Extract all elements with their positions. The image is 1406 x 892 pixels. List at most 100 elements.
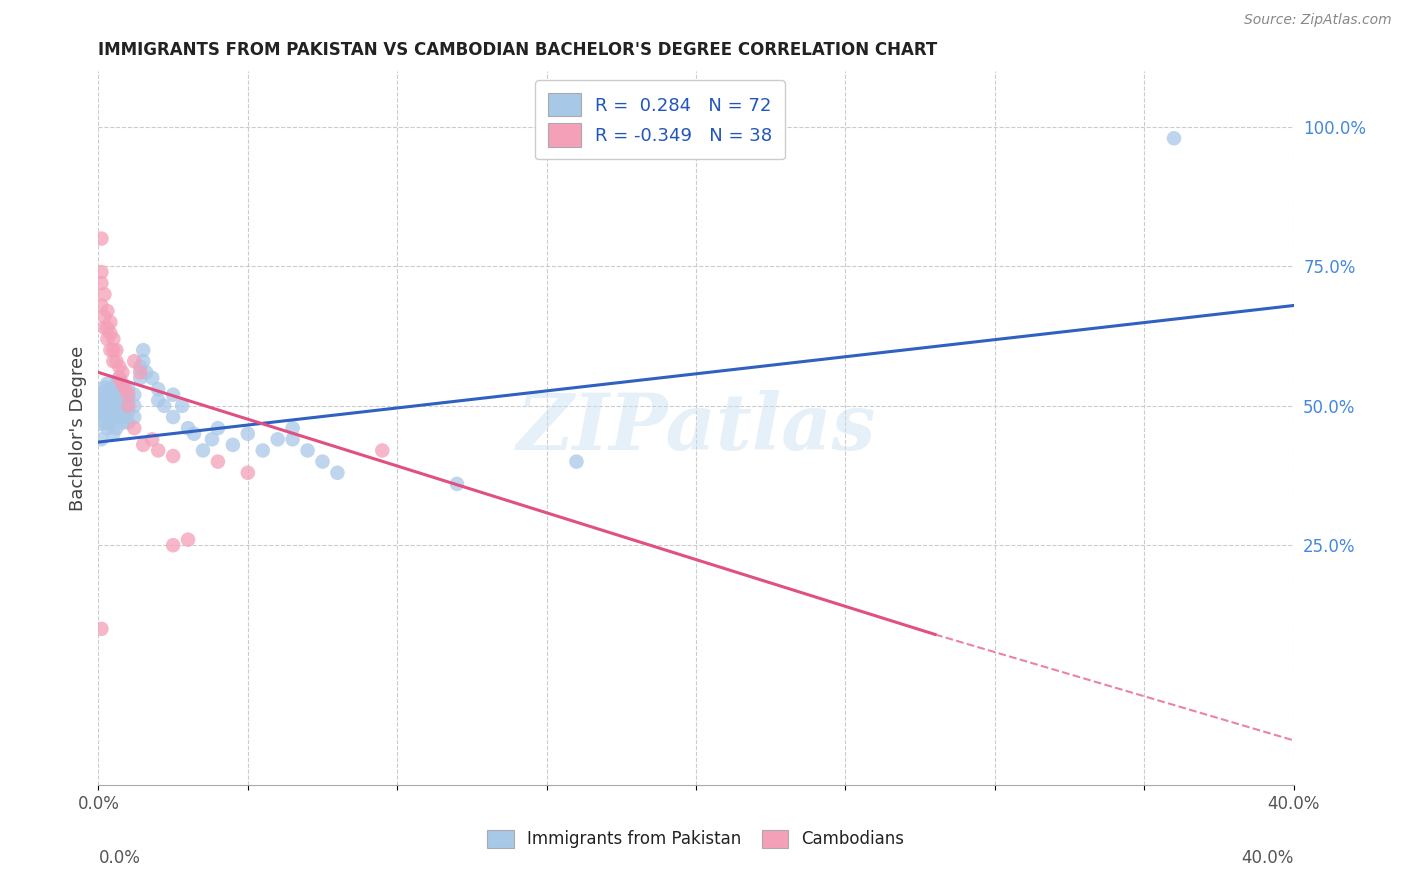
Point	[236, 466, 259, 480]
Point	[108, 387, 131, 401]
Point	[98, 326, 122, 341]
Point	[103, 343, 125, 358]
Point	[93, 320, 115, 334]
Point	[141, 433, 163, 447]
Point	[281, 421, 304, 435]
Point	[129, 371, 152, 385]
Point	[207, 421, 229, 435]
Point	[124, 421, 146, 435]
Point	[96, 387, 118, 401]
Point	[114, 387, 136, 401]
Point	[148, 382, 170, 396]
Point	[108, 410, 131, 425]
Point	[105, 376, 128, 391]
Point	[90, 410, 112, 425]
Y-axis label: Bachelor's Degree: Bachelor's Degree	[69, 345, 87, 511]
Point	[183, 426, 205, 441]
Point	[132, 438, 155, 452]
Point	[114, 410, 136, 425]
Point	[103, 354, 125, 368]
Point	[96, 320, 118, 334]
Point	[105, 343, 128, 358]
Point	[103, 399, 125, 413]
Text: ZIPatlas: ZIPatlas	[516, 390, 876, 467]
Point	[96, 399, 118, 413]
Point	[98, 382, 122, 396]
Point	[103, 426, 125, 441]
Point	[111, 376, 134, 391]
Point	[177, 533, 200, 547]
Point	[93, 310, 115, 324]
Point	[98, 343, 122, 358]
Point	[90, 232, 112, 246]
Point	[135, 366, 157, 380]
Point	[252, 443, 274, 458]
Point	[117, 416, 139, 430]
Text: 40.0%: 40.0%	[1241, 849, 1294, 867]
Point	[114, 382, 136, 396]
Point	[90, 622, 112, 636]
Point	[124, 387, 146, 401]
Point	[162, 410, 184, 425]
Point	[111, 382, 134, 396]
Point	[90, 298, 112, 313]
Point	[96, 332, 118, 346]
Point	[90, 399, 112, 413]
Point	[111, 416, 134, 430]
Point	[148, 443, 170, 458]
Point	[111, 366, 134, 380]
Point	[222, 438, 245, 452]
Point	[93, 404, 115, 418]
Point	[281, 433, 304, 447]
Point	[98, 416, 122, 430]
Point	[162, 538, 184, 552]
Point	[446, 476, 468, 491]
Point	[93, 393, 115, 408]
Point	[105, 421, 128, 435]
Point	[162, 449, 184, 463]
Point	[96, 304, 118, 318]
Point	[108, 359, 131, 374]
Text: 0.0%: 0.0%	[98, 849, 141, 867]
Point	[105, 354, 128, 368]
Point	[117, 393, 139, 408]
Point	[93, 382, 115, 396]
Point	[565, 455, 588, 469]
Point	[117, 387, 139, 401]
Point	[148, 393, 170, 408]
Point	[129, 359, 152, 374]
Point	[103, 410, 125, 425]
Point	[93, 287, 115, 301]
Point	[153, 399, 176, 413]
Point	[132, 343, 155, 358]
Point	[129, 366, 152, 380]
Point	[96, 376, 118, 391]
Point	[90, 433, 112, 447]
Point	[191, 443, 214, 458]
Text: IMMIGRANTS FROM PAKISTAN VS CAMBODIAN BACHELOR'S DEGREE CORRELATION CHART: IMMIGRANTS FROM PAKISTAN VS CAMBODIAN BA…	[98, 41, 938, 59]
Point	[117, 382, 139, 396]
Point	[124, 410, 146, 425]
Point	[326, 466, 349, 480]
Point	[98, 315, 122, 329]
Point	[98, 404, 122, 418]
Point	[108, 371, 131, 385]
Point	[90, 265, 112, 279]
Point	[117, 404, 139, 418]
Point	[236, 426, 259, 441]
Point	[267, 433, 290, 447]
Point	[117, 399, 139, 413]
Point	[103, 332, 125, 346]
Point	[105, 404, 128, 418]
Point	[103, 387, 125, 401]
Point	[311, 455, 333, 469]
Point	[105, 393, 128, 408]
Point	[177, 421, 200, 435]
Point	[132, 354, 155, 368]
Point	[108, 371, 131, 385]
Point	[114, 399, 136, 413]
Legend: Immigrants from Pakistan, Cambodians: Immigrants from Pakistan, Cambodians	[481, 823, 911, 855]
Point	[96, 421, 118, 435]
Point	[201, 433, 224, 447]
Point	[1163, 131, 1185, 145]
